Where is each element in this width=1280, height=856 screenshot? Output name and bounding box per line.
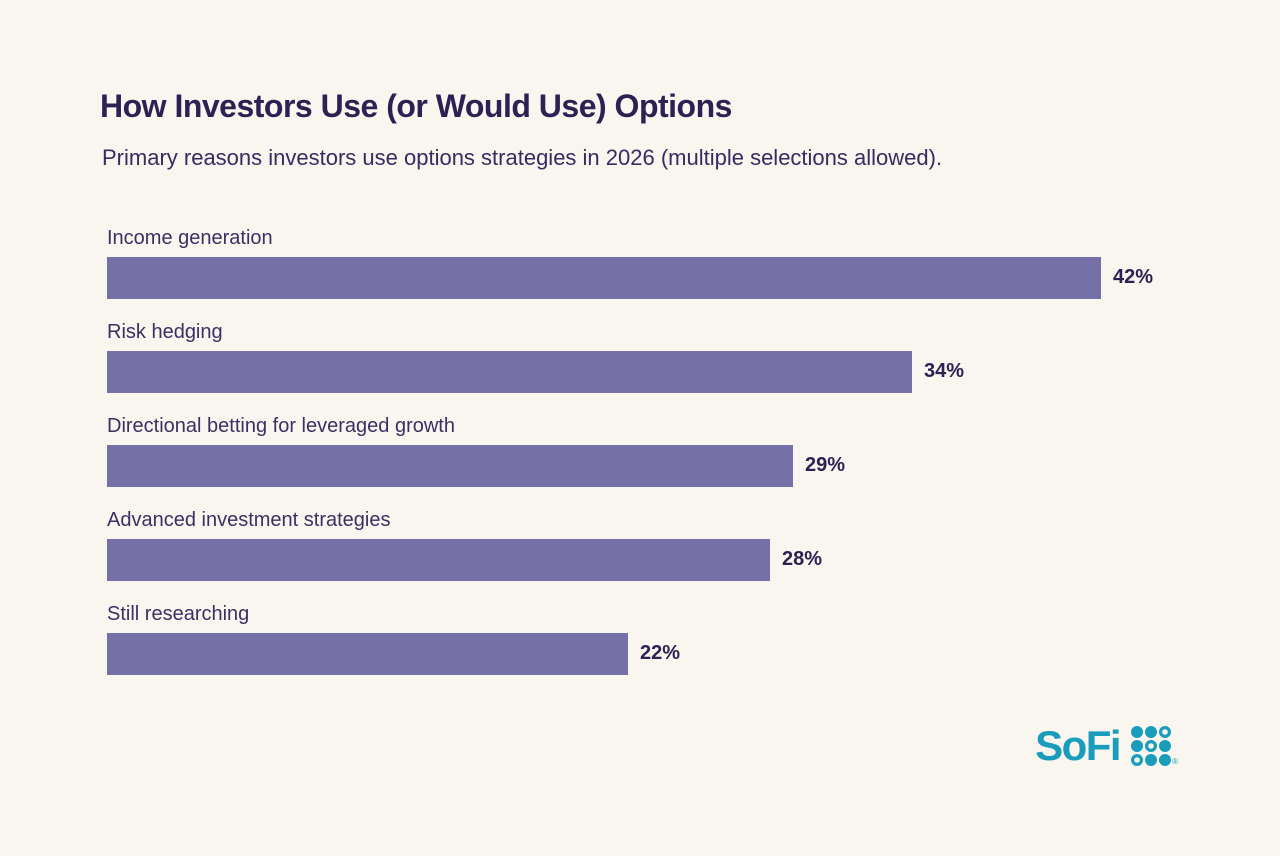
- registered-trademark-symbol: ®: [1172, 757, 1178, 766]
- bar: [107, 632, 628, 675]
- bar-value-label: 29%: [805, 454, 846, 477]
- bar-row: Still researching 22%: [107, 601, 1210, 675]
- bar-category-label: Income generation: [107, 226, 273, 249]
- chart-subtitle: Primary reasons investors use options st…: [102, 144, 943, 170]
- bar-row: Income generation 42%: [107, 225, 1210, 299]
- bar-value-label: 34%: [924, 360, 965, 383]
- bar-value-label: 42%: [1113, 266, 1154, 289]
- bar: [107, 444, 793, 487]
- bar-line: 29%: [107, 444, 1210, 487]
- bar-value-label: 22%: [640, 642, 681, 665]
- bar: [107, 350, 912, 393]
- bar-line: 34%: [107, 350, 1210, 393]
- bar-row: Directional betting for leveraged growth…: [107, 413, 1210, 487]
- bar-line: 28%: [107, 538, 1210, 581]
- sofi-logo: SoFi ®: [1035, 723, 1180, 768]
- bar-category-label: Risk hedging: [107, 320, 223, 343]
- bar: [107, 256, 1101, 299]
- bar-category-label: Directional betting for leveraged growth: [107, 414, 455, 437]
- bar-category-label: Advanced investment strategies: [107, 508, 391, 531]
- chart-title: How Investors Use (or Would Use) Options: [100, 88, 732, 124]
- sofi-wordmark: SoFi: [1035, 721, 1122, 769]
- sofi-dots-icon: [1131, 725, 1172, 767]
- bar-chart: Income generation 42% Risk hedging 34% D…: [107, 225, 1210, 675]
- infographic: How Investors Use (or Would Use) Options…: [100, 0, 1210, 695]
- bar-line: 22%: [107, 632, 1210, 675]
- bar-line: 42%: [107, 256, 1210, 299]
- bar-row: Advanced investment strategies 28%: [107, 507, 1210, 581]
- bar-category-label: Still researching: [107, 602, 250, 625]
- bar: [107, 538, 770, 581]
- bar-value-label: 28%: [782, 548, 823, 571]
- bar-row: Risk hedging 34%: [107, 319, 1210, 393]
